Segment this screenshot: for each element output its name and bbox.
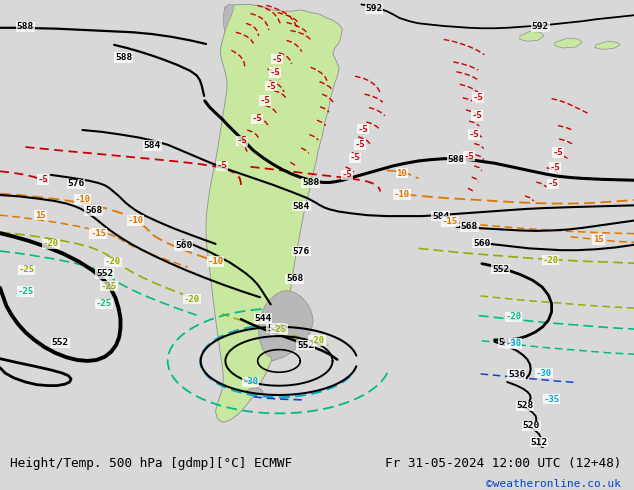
Text: -15: -15: [90, 229, 107, 238]
Text: -5: -5: [358, 124, 368, 134]
Text: 544: 544: [254, 314, 272, 323]
Polygon shape: [206, 4, 342, 422]
Text: -5: -5: [548, 179, 558, 188]
Text: -10: -10: [127, 216, 144, 225]
Text: -5: -5: [553, 148, 563, 157]
Text: -5: -5: [252, 114, 262, 123]
Text: -10: -10: [74, 195, 91, 204]
Text: Fr 31-05-2024 12:00 UTC (12+48): Fr 31-05-2024 12:00 UTC (12+48): [385, 457, 621, 470]
Text: 552: 552: [51, 339, 69, 347]
Text: 528: 528: [516, 401, 534, 410]
Text: -5: -5: [550, 163, 560, 172]
Text: 584: 584: [432, 212, 450, 220]
Text: 536: 536: [267, 324, 285, 333]
Text: 552: 552: [492, 265, 510, 273]
Text: 576: 576: [67, 179, 85, 188]
Text: ©weatheronline.co.uk: ©weatheronline.co.uk: [486, 479, 621, 489]
Text: -30: -30: [536, 368, 552, 377]
Text: 560: 560: [473, 239, 491, 247]
Text: -20: -20: [105, 257, 121, 267]
Polygon shape: [520, 31, 544, 41]
Text: 592: 592: [365, 4, 383, 13]
Text: -25: -25: [18, 266, 35, 274]
Text: Height/Temp. 500 hPa [gdmp][°C] ECMWF: Height/Temp. 500 hPa [gdmp][°C] ECMWF: [10, 457, 292, 470]
Text: -5: -5: [469, 130, 479, 139]
Text: -10: -10: [207, 257, 224, 266]
Text: -5: -5: [270, 68, 280, 77]
Text: 536: 536: [508, 370, 526, 379]
Text: -15: -15: [442, 217, 458, 226]
Text: -20: -20: [309, 336, 325, 345]
Text: 568: 568: [286, 274, 304, 283]
Polygon shape: [555, 38, 582, 48]
Text: 592: 592: [531, 23, 549, 31]
Text: 15: 15: [593, 235, 604, 244]
Text: 560: 560: [175, 241, 193, 250]
Text: 520: 520: [522, 421, 540, 430]
Text: 512: 512: [530, 438, 548, 446]
Text: -5: -5: [38, 175, 48, 184]
Text: -35: -35: [543, 394, 560, 404]
Text: -5: -5: [355, 140, 365, 149]
Polygon shape: [595, 41, 620, 49]
Text: -5: -5: [350, 153, 360, 162]
Text: -30: -30: [505, 339, 522, 348]
Text: -5: -5: [237, 136, 247, 145]
Text: -20: -20: [42, 240, 59, 248]
Text: -20: -20: [184, 294, 200, 303]
Text: 584: 584: [292, 202, 310, 211]
Text: 576: 576: [292, 246, 310, 256]
Text: -5: -5: [473, 93, 483, 102]
Text: -30: -30: [242, 377, 259, 387]
Text: -20: -20: [505, 313, 522, 321]
Polygon shape: [223, 4, 233, 31]
Text: 588: 588: [115, 53, 133, 62]
Text: 552: 552: [96, 269, 113, 278]
Polygon shape: [259, 291, 313, 361]
Text: 568: 568: [85, 206, 103, 215]
Text: -20: -20: [542, 256, 559, 265]
Text: -25: -25: [101, 282, 117, 291]
Text: -10: -10: [394, 190, 410, 199]
Text: 588: 588: [448, 155, 465, 164]
Text: 568: 568: [460, 222, 478, 231]
Text: 10: 10: [397, 169, 407, 177]
Text: -5: -5: [464, 151, 474, 161]
Text: -5: -5: [472, 111, 482, 120]
Text: -5: -5: [217, 161, 227, 171]
Text: 584: 584: [143, 141, 161, 150]
Text: -5: -5: [272, 55, 282, 64]
Text: -25: -25: [96, 299, 112, 309]
Text: 588: 588: [16, 23, 34, 31]
Text: 588: 588: [302, 178, 320, 188]
Text: 552: 552: [297, 341, 314, 350]
Text: -5: -5: [266, 81, 276, 91]
Text: -5: -5: [260, 96, 270, 105]
Text: -25: -25: [17, 287, 34, 296]
Text: -25: -25: [271, 325, 287, 334]
Text: 15: 15: [36, 211, 46, 220]
Text: -5: -5: [342, 171, 352, 179]
Text: 544: 544: [498, 339, 516, 347]
Polygon shape: [246, 388, 263, 395]
